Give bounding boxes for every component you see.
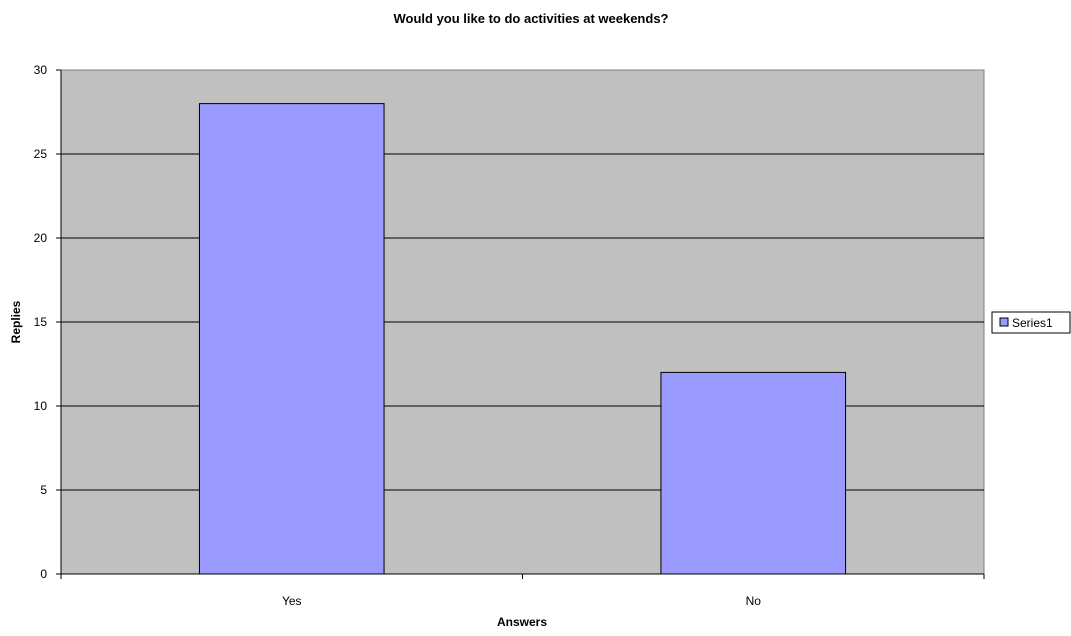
- y-tick-label: 25: [34, 147, 48, 161]
- y-tick-label: 20: [34, 231, 48, 245]
- y-tick-label: 5: [40, 483, 47, 497]
- bar-yes: [198, 103, 385, 575]
- y-tick-label: 30: [34, 63, 48, 77]
- chart-title: Would you like to do activities at weeke…: [394, 11, 669, 26]
- bars: [198, 103, 847, 575]
- legend: Series1: [991, 311, 1071, 334]
- bar-no: [660, 371, 847, 575]
- y-axis-ticks: 0 5 10 15 20 25 30: [34, 63, 61, 581]
- y-tick-label: 10: [34, 399, 48, 413]
- legend-swatch: [999, 317, 1009, 327]
- x-tick-label: No: [746, 594, 762, 608]
- y-axis-title: Replies: [9, 300, 23, 343]
- y-tick-label: 0: [40, 567, 47, 581]
- legend-box: [991, 311, 1071, 334]
- x-axis-title: Answers: [497, 615, 547, 629]
- x-axis-ticks: Yes No: [60, 574, 985, 608]
- y-tick-label: 15: [34, 315, 48, 329]
- x-tick-label: Yes: [282, 594, 302, 608]
- legend-label: Series1: [1012, 316, 1053, 330]
